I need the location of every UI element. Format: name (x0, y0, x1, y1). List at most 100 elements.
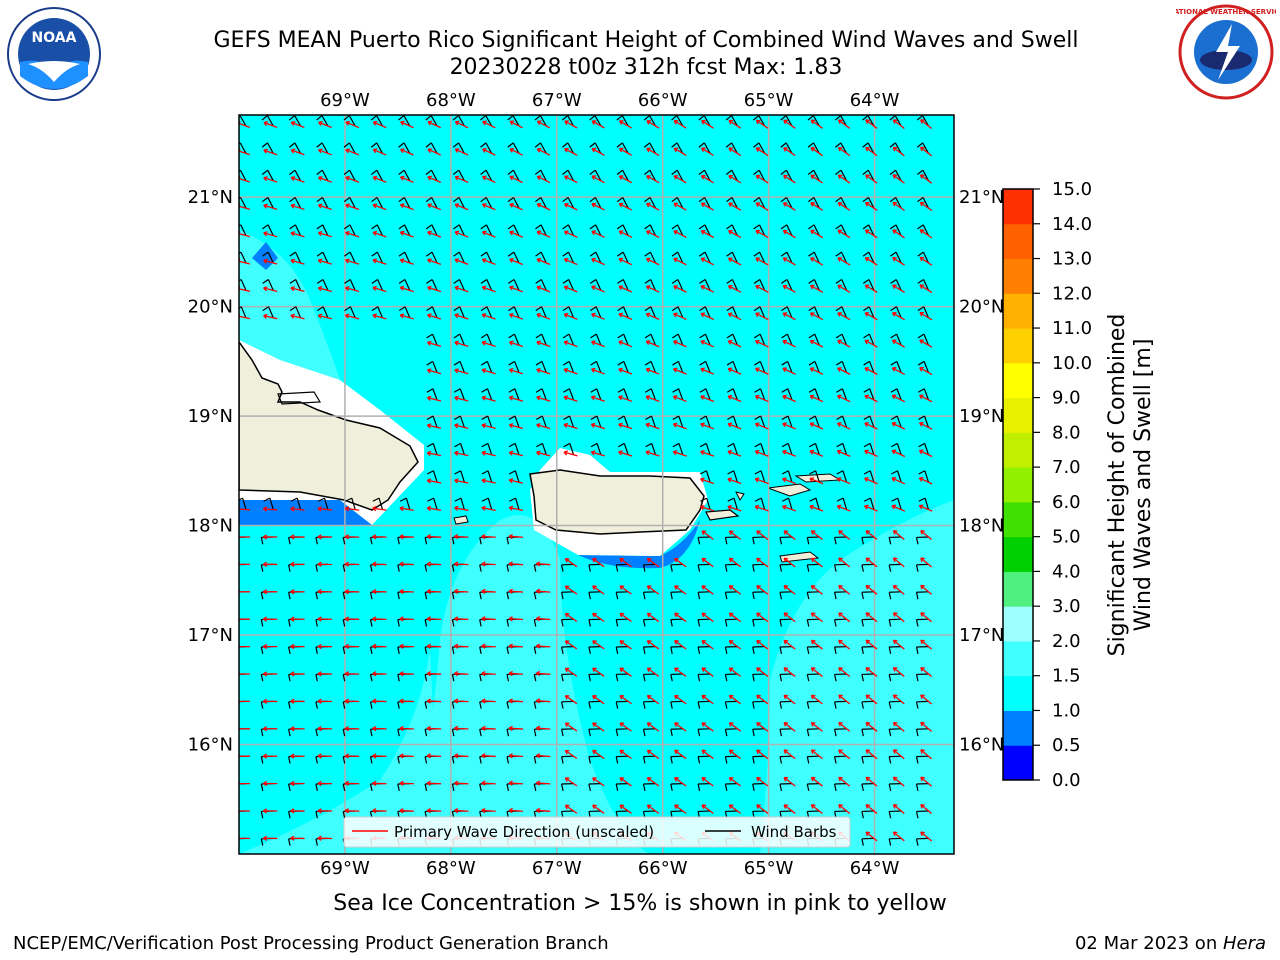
wave-arrow-head (728, 557, 734, 563)
wind-barb-flag (752, 115, 760, 121)
wave-arrow-head (810, 229, 815, 235)
wind-barb-flag (698, 224, 706, 230)
wind-barb-flag (644, 306, 652, 312)
wind-barb-flag (316, 251, 324, 257)
wave-arrow-head (673, 147, 679, 153)
wave-direction-arrow (647, 667, 660, 677)
wind-barb-flag (453, 306, 461, 312)
wind-barb (322, 306, 329, 319)
wind-barb-flag (561, 115, 569, 121)
wave-arrow-head (892, 229, 897, 234)
wave-direction-arrow (454, 314, 469, 320)
wave-arrow-head (756, 804, 761, 809)
wind-barb (569, 443, 575, 455)
wave-direction-arrow (756, 749, 769, 760)
wind-barb-flag (588, 783, 591, 791)
wind-barb (759, 251, 766, 264)
wind-barb-flag (508, 360, 515, 366)
wave-arrow-head (783, 639, 789, 645)
wave-direction-arrow (701, 612, 714, 623)
wave-direction-arrow (755, 230, 769, 239)
wave-direction-arrow (427, 341, 442, 347)
wave-arrow-head (865, 201, 870, 207)
colorbar-tick-label: 0.0 (1052, 770, 1081, 791)
wave-direction-arrow (674, 777, 687, 787)
wind-barb (842, 497, 848, 510)
wave-arrow-head (536, 147, 542, 153)
wave-direction-arrow (645, 395, 660, 402)
wind-barb-flag (889, 224, 897, 230)
wave-arrow-head (345, 285, 350, 291)
wave-arrow-head (755, 367, 760, 373)
wind-barb-flag (615, 564, 619, 572)
wind-barb-flag (369, 701, 373, 709)
wind-barb (376, 142, 384, 154)
wind-barb-flag (779, 729, 783, 737)
wind-barb-flag (342, 811, 346, 819)
wind-barb-flag (753, 169, 760, 175)
wave-arrow-head (317, 671, 322, 677)
wave-arrow-head (673, 230, 678, 235)
wind-barb (322, 279, 329, 291)
wave-arrow-head (564, 667, 570, 673)
wave-arrow-head (454, 175, 460, 181)
wind-barb-flag (371, 278, 378, 284)
wave-direction-arrow (838, 639, 851, 650)
wave-arrow-head (563, 450, 568, 456)
wave-arrow-head (426, 671, 431, 677)
footer-right: 02 Mar 2023 on Hera (1075, 933, 1266, 954)
wind-barb (568, 333, 575, 346)
wave-arrow-head (454, 561, 459, 567)
wind-barb (787, 415, 793, 428)
wind-barb (676, 197, 684, 209)
wave-arrow-head (481, 533, 486, 540)
colorbar-label-line2: Wind Waves and Swell [m] (1131, 339, 1156, 632)
wave-arrow-head (239, 148, 241, 154)
wind-barb-flag (700, 497, 707, 502)
wind-barb-flag (452, 169, 460, 175)
wind-barb (924, 470, 930, 483)
wave-direction-arrow (674, 694, 687, 705)
wave-arrow-head (837, 202, 843, 207)
wave-direction-arrow (865, 667, 878, 678)
wave-arrow-head (892, 174, 898, 179)
wave-arrow-head (618, 367, 623, 373)
wind-barb-flag (615, 729, 619, 737)
wind-barb (897, 497, 902, 510)
wave-arrow-head (782, 284, 788, 290)
wave-arrow-head (838, 694, 843, 700)
wind-barb (512, 142, 520, 154)
wind-barb-flag (590, 333, 597, 339)
wave-direction-arrow (619, 804, 632, 814)
wave-direction-arrow (454, 563, 469, 566)
wave-direction-arrow (673, 285, 687, 293)
wind-barb-flag (316, 306, 324, 312)
wave-direction-arrow (864, 395, 878, 403)
wave-arrow-head (865, 749, 871, 754)
wave-direction-arrow (619, 777, 632, 787)
wave-arrow-head (536, 367, 541, 373)
wave-arrow-head (837, 394, 842, 400)
wind-barb-flag (369, 592, 373, 600)
wind-barb-flag (426, 388, 434, 393)
wave-direction-arrow (647, 612, 660, 623)
noaa-logo-text: NOAA (32, 30, 77, 46)
wave-arrow-head (290, 589, 295, 595)
wave-arrow-head (645, 367, 651, 373)
wave-arrow-head (728, 202, 733, 207)
wind-barb-flag (890, 251, 897, 257)
wind-barb-flag (915, 619, 919, 627)
wave-arrow-head (372, 534, 377, 540)
wave-direction-arrow (674, 640, 687, 650)
wind-barb (404, 306, 411, 319)
wind-barb-flag (398, 278, 406, 284)
lat-label-right: 18°N (959, 516, 1004, 537)
wind-barb-flag (779, 701, 783, 709)
wind-barb (677, 251, 684, 264)
wind-barb (896, 415, 902, 428)
wave-arrow-head (563, 257, 569, 263)
wind-barb (731, 169, 738, 182)
wind-barb-flag (342, 592, 346, 600)
wind-barb-flag (589, 278, 597, 284)
wind-barb (567, 224, 575, 236)
